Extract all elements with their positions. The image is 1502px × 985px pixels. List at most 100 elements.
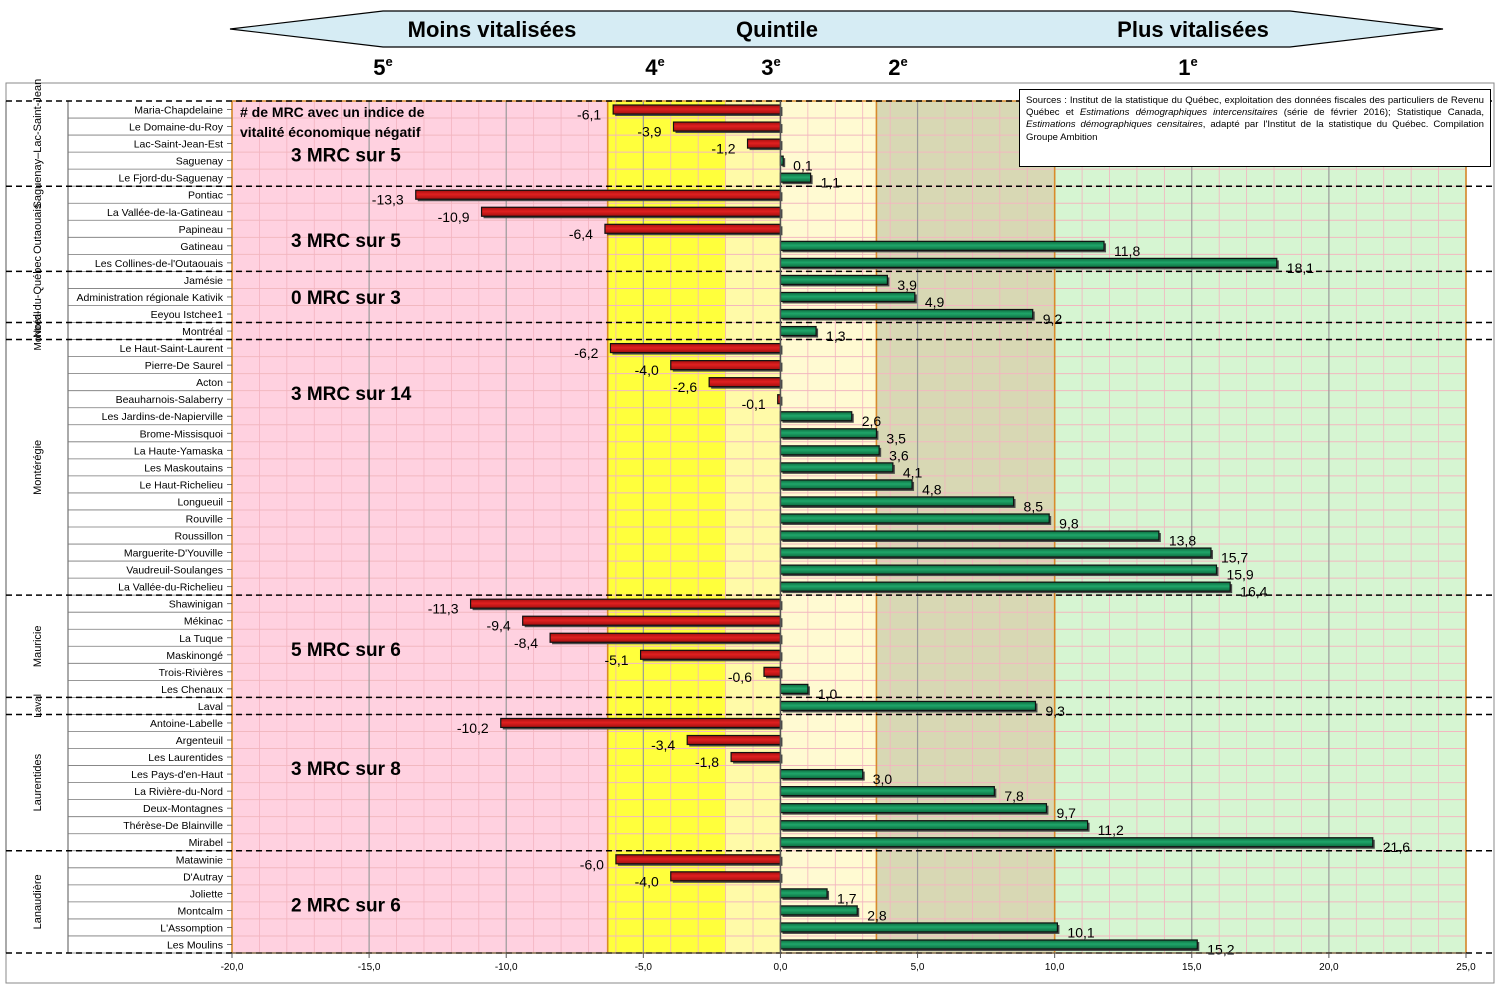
region-label-nord-du-quebec: Nord-du-Québec — [32, 255, 44, 337]
value-label-la-vallee-du-richelieu: 16,4 — [1240, 584, 1267, 600]
value-label-les-moulins: 15,2 — [1207, 941, 1234, 957]
mrc-label-la-vallee-du-richelieu: La Vallée-du-Richelieu — [118, 582, 223, 594]
value-label-mirabel: 21,6 — [1383, 839, 1410, 855]
value-label-les-jardins-de-napierville: 2,6 — [862, 413, 882, 429]
value-label-joliette: 1,7 — [837, 890, 857, 906]
bar-les-laurentides — [730, 751, 782, 763]
summary-nord-du-quebec: 0 MRC sur 3 — [291, 288, 401, 309]
mrc-label-acton: Acton — [196, 377, 223, 389]
mrc-label-lac-saint-jean-est: Lac-Saint-Jean-Est — [134, 139, 223, 151]
bar-les-jardins-de-napierville — [779, 411, 853, 422]
value-label-longueuil: 8,5 — [1024, 498, 1044, 514]
bar-shawinigan — [469, 598, 782, 609]
summary-saguenay-lac-saint-jean: 3 MRC sur 5 — [291, 146, 401, 167]
value-label-montreal: 1,3 — [826, 328, 846, 344]
region-label-laval: Laval — [33, 694, 44, 718]
bar-eeyou-istchee1 — [779, 308, 1034, 320]
sources-part-1: Sources : Institut de la statistique du … — [1026, 95, 1484, 119]
mrc-label-trois-rivieres: Trois-Rivières — [159, 667, 223, 679]
sources-part-3: (série de février 2016); Statistique Can… — [1277, 107, 1485, 119]
value-label-l-assomption: 10,1 — [1067, 924, 1094, 940]
mrc-label-brome-missisquoi: Brome-Missisquoi — [140, 428, 223, 440]
quintile-1-label: 1e — [1178, 54, 1197, 80]
value-label-la-haute-yamaska: 3,6 — [889, 447, 909, 463]
sources-part-4: Estimations démographiques censitaires — [1026, 119, 1203, 131]
value-label-roussillon: 13,8 — [1169, 533, 1196, 549]
less-vitalized-label: Moins vitalisées — [408, 17, 577, 42]
bar-argenteuil — [686, 734, 782, 746]
mrc-label-les-maskoutains: Les Maskoutains — [144, 462, 223, 474]
value-label-le-haut-richelieu: 4,8 — [922, 481, 942, 497]
bar-l-assomption — [779, 922, 1059, 933]
value-label-le-domaine-du-roy: -3,9 — [637, 124, 661, 140]
bar-le-haut-richelieu — [779, 479, 913, 490]
bar-trois-rivieres — [763, 666, 782, 677]
bar-deux-montagnes — [779, 803, 1048, 814]
mrc-label-laval: Laval — [198, 701, 223, 713]
mrc-label-maskinonge: Maskinongé — [166, 650, 223, 662]
value-label-jamesie: 3,9 — [897, 277, 917, 293]
mrc-label-le-haut-richelieu: Le Haut-Richelieu — [140, 479, 224, 491]
mrc-label-longueuil: Longueuil — [177, 496, 223, 508]
value-label-administration-regionale-kativik: 4,9 — [925, 294, 945, 310]
summary-lanaudiere: 2 MRC sur 6 — [291, 895, 401, 916]
bar-les-chenaux — [779, 683, 809, 694]
bar-therese-de-blainville — [779, 820, 1089, 831]
bar-le-domaine-du-roy — [672, 121, 782, 132]
mrc-label-les-chenaux: Les Chenaux — [161, 684, 224, 696]
x-tick-label: -20,0 — [221, 962, 244, 973]
bar-la-riviere-du-nord — [779, 786, 995, 797]
mrc-label-roussillon: Roussillon — [175, 531, 224, 543]
bar-matawinie — [615, 854, 782, 865]
summary-mauricie: 5 MRC sur 6 — [291, 640, 401, 661]
region-label-mauricie: Mauricie — [32, 625, 44, 667]
bar-mirabel — [779, 837, 1374, 848]
bar-les-collines-de-l-outaouais — [779, 257, 1278, 268]
mrc-label-d-autray: D'Autray — [183, 871, 224, 883]
legend-heading-line-1: # de MRC avec un indice de — [240, 104, 425, 120]
mrc-label-les-collines-de-l-outaouais: Les Collines-de-l'Outaouais — [95, 258, 223, 270]
bar-les-maskoutains — [779, 462, 894, 473]
value-label-les-chenaux: 1,0 — [818, 686, 838, 702]
value-label-brome-missisquoi: 3,5 — [886, 430, 906, 446]
bar-mekinac — [522, 615, 782, 626]
mrc-label-les-laurentides: Les Laurentides — [148, 752, 223, 764]
region-label-laurentides: Laurentides — [32, 753, 44, 811]
x-tick-label: -15,0 — [358, 962, 381, 973]
value-label-maria-chapdelaine: -6,1 — [577, 107, 601, 123]
value-label-le-fjord-du-saguenay: 1,1 — [821, 175, 841, 191]
bar-pierre-de-saurel — [670, 360, 782, 371]
value-label-papineau: -6,4 — [569, 226, 593, 242]
value-label-argenteuil: -3,4 — [651, 737, 675, 753]
bar-longueuil — [779, 496, 1015, 507]
mrc-label-papineau: Papineau — [179, 224, 224, 236]
bar-les-moulins — [779, 939, 1198, 950]
value-label-pontiac: -13,3 — [372, 192, 404, 208]
region-label-montreal: Montréal — [33, 312, 44, 351]
bar-la-vallee-de-la-gatineau — [480, 206, 782, 217]
bar-acton — [708, 377, 782, 388]
region-label-lanaudiere: Lanaudière — [32, 874, 44, 929]
bar-jamesie — [779, 274, 888, 286]
bar-la-haute-yamaska — [779, 445, 880, 456]
value-label-le-haut-saint-laurent: -6,2 — [574, 345, 598, 361]
bar-administration-regionale-kativik — [779, 291, 916, 303]
value-label-mekinac: -9,4 — [487, 618, 511, 634]
bar-les-pays-d-en-haut — [779, 768, 864, 780]
quintile-4-label: 4e — [645, 54, 664, 80]
mrc-label-joliette: Joliette — [190, 888, 223, 900]
bar-papineau — [604, 223, 782, 234]
mrc-label-argenteuil: Argenteuil — [176, 735, 223, 747]
value-label-acton: -2,6 — [673, 379, 697, 395]
value-label-la-vallee-de-la-gatineau: -10,9 — [438, 209, 470, 225]
mrc-label-le-haut-saint-laurent: Le Haut-Saint-Laurent — [120, 343, 223, 355]
bar-maskinonge — [639, 649, 782, 660]
bar-la-vallee-du-richelieu — [779, 581, 1231, 592]
value-label-gatineau: 11,8 — [1114, 243, 1140, 259]
value-label-lac-saint-jean-est: -1,2 — [711, 141, 735, 157]
mrc-label-la-riviere-du-nord: La Rivière-du-Nord — [134, 786, 223, 798]
bar-roussillon — [779, 530, 1160, 541]
summary-laurentides: 3 MRC sur 8 — [291, 759, 401, 780]
mrc-label-les-moulins: Les Moulins — [167, 939, 223, 951]
